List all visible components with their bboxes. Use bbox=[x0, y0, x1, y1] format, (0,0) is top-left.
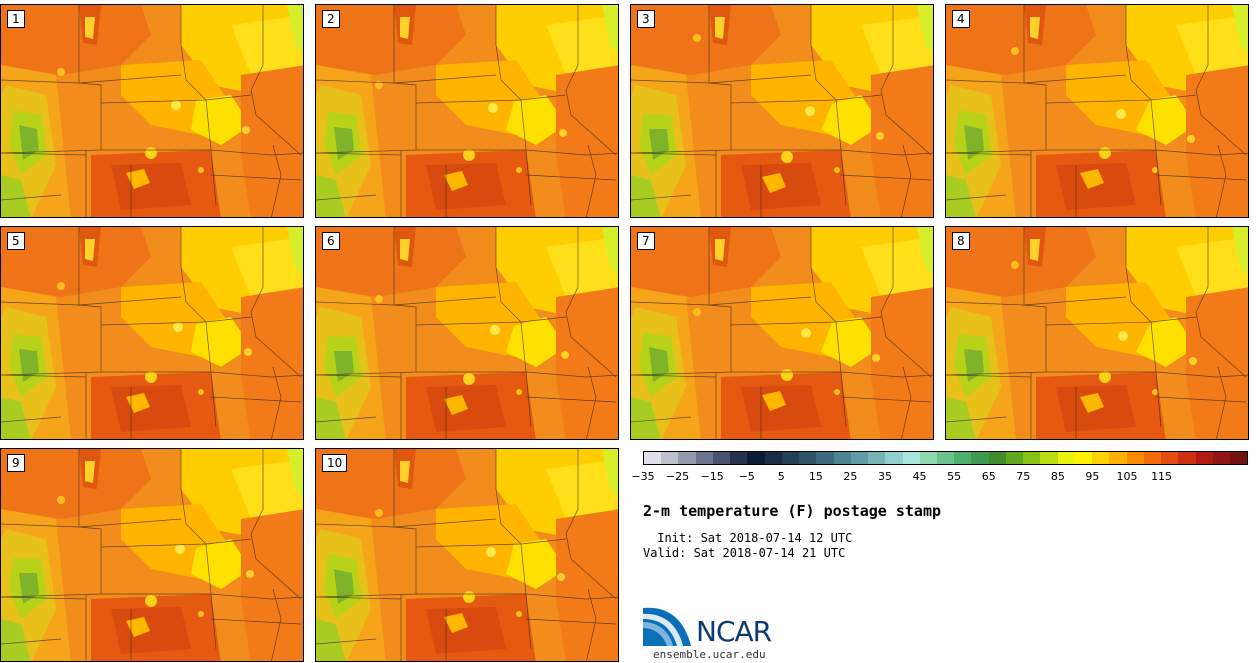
member-number-label: 9 bbox=[7, 454, 25, 472]
ensemble-member-panel: 2 bbox=[315, 4, 619, 218]
colorbar-cell bbox=[1057, 452, 1075, 464]
colorbar-cell bbox=[747, 452, 765, 464]
colorbar-tick-label: 45 bbox=[912, 470, 927, 483]
valid-time: Valid: Sat 2018-07-14 21 UTC bbox=[643, 546, 846, 560]
colorbar-cell bbox=[1229, 452, 1248, 464]
member-number-label: 5 bbox=[7, 232, 25, 250]
colorbar-tick-label: −25 bbox=[665, 470, 690, 483]
member-number-label: 4 bbox=[952, 10, 970, 28]
init-time: Init: Sat 2018-07-14 12 UTC bbox=[650, 531, 853, 545]
colorbar-cell bbox=[1212, 452, 1230, 464]
ensemble-member-panel: 3 bbox=[630, 4, 934, 218]
colorbar-tick-label: −5 bbox=[738, 470, 755, 483]
temperature-map bbox=[316, 227, 618, 439]
colorbar-cell bbox=[730, 452, 748, 464]
member-number-label: 3 bbox=[637, 10, 655, 28]
colorbar-cell bbox=[833, 452, 851, 464]
colorbar-cell bbox=[971, 452, 989, 464]
temperature-map bbox=[946, 5, 1248, 217]
colorbar-cell bbox=[1143, 452, 1162, 464]
colorbar bbox=[643, 451, 1248, 465]
colorbar-cell bbox=[816, 452, 834, 464]
ensemble-member-panel: 9 bbox=[0, 448, 304, 662]
colorbar-tick-label: 105 bbox=[1116, 470, 1138, 483]
colorbar-tick-label: 55 bbox=[947, 470, 962, 483]
colorbar-cell bbox=[1005, 452, 1024, 464]
colorbar-tick-label: 85 bbox=[1050, 470, 1065, 483]
colorbar-cell bbox=[902, 452, 920, 464]
temperature-map bbox=[1, 449, 303, 661]
member-number-label: 2 bbox=[322, 10, 340, 28]
ensemble-member-panel: 10 bbox=[315, 448, 619, 662]
ensemble-member-panel: 6 bbox=[315, 226, 619, 440]
colorbar-tick-label: 95 bbox=[1085, 470, 1100, 483]
colorbar-tick-label: 5 bbox=[777, 470, 785, 483]
temperature-map bbox=[1, 5, 303, 217]
ensemble-member-panel: 4 bbox=[945, 4, 1249, 218]
colorbar-cell bbox=[885, 452, 903, 464]
colorbar-cell bbox=[1092, 452, 1110, 464]
colorbar-cell bbox=[1023, 452, 1041, 464]
colorbar-tick-label: 25 bbox=[843, 470, 858, 483]
member-number-label: 8 bbox=[952, 232, 970, 250]
colorbar-cell bbox=[1074, 452, 1093, 464]
colorbar-ticks: −35 −25 −15 −5 5 15 25 35 45 55 65 75 85 95 105 115 bbox=[631, 470, 1248, 484]
colorbar-cell bbox=[1161, 452, 1179, 464]
plot-title: 2-m temperature (F) postage stamp bbox=[643, 502, 942, 520]
member-number-label: 1 bbox=[7, 10, 25, 28]
member-number-label: 7 bbox=[637, 232, 655, 250]
colorbar-cell bbox=[988, 452, 1006, 464]
colorbar-tick-label: 115 bbox=[1151, 470, 1173, 483]
colorbar-tick-label: 35 bbox=[878, 470, 892, 483]
colorbar-cell bbox=[1195, 452, 1213, 464]
colorbar-cell bbox=[644, 452, 662, 464]
colorbar-tick-label: 65 bbox=[981, 470, 996, 483]
colorbar-cell bbox=[695, 452, 713, 464]
colorbar-cell bbox=[850, 452, 869, 464]
colorbar-cell bbox=[712, 452, 731, 464]
temperature-map bbox=[946, 227, 1248, 439]
member-number-label: 6 bbox=[322, 232, 340, 250]
ensemble-member-panel: 1 bbox=[0, 4, 304, 218]
ensemble-member-panel: 7 bbox=[630, 226, 934, 440]
colorbar-tick-label: −15 bbox=[700, 470, 724, 483]
colorbar-cell bbox=[661, 452, 679, 464]
colorbar-cell bbox=[1178, 452, 1196, 464]
member-number-label: 10 bbox=[322, 454, 348, 472]
colorbar-cell bbox=[868, 452, 886, 464]
temperature-map bbox=[631, 227, 933, 439]
temperature-map bbox=[631, 5, 933, 217]
colorbar-cell bbox=[919, 452, 937, 464]
ensemble-member-panel: 5 bbox=[0, 226, 304, 440]
colorbar-cell bbox=[764, 452, 782, 464]
ncar-logo-icon bbox=[643, 607, 691, 646]
site-url: ensemble.ucar.edu bbox=[653, 648, 766, 661]
colorbar-cell bbox=[1126, 452, 1144, 464]
ensemble-member-panel: 8 bbox=[945, 226, 1249, 440]
temperature-map bbox=[316, 449, 618, 661]
temperature-map bbox=[316, 5, 618, 217]
ncar-logo-text: NCAR bbox=[696, 615, 772, 648]
colorbar-tick-label: −35 bbox=[631, 470, 655, 483]
colorbar-tick-label: 15 bbox=[808, 470, 823, 483]
colorbar-tick-label: 75 bbox=[1016, 470, 1031, 483]
colorbar-cell bbox=[936, 452, 955, 464]
colorbar-cell bbox=[799, 452, 817, 464]
colorbar-cell bbox=[678, 452, 696, 464]
colorbar-cell bbox=[781, 452, 800, 464]
temperature-map bbox=[1, 227, 303, 439]
colorbar-cell bbox=[1109, 452, 1127, 464]
colorbar-cell bbox=[954, 452, 972, 464]
colorbar-cell bbox=[1040, 452, 1058, 464]
